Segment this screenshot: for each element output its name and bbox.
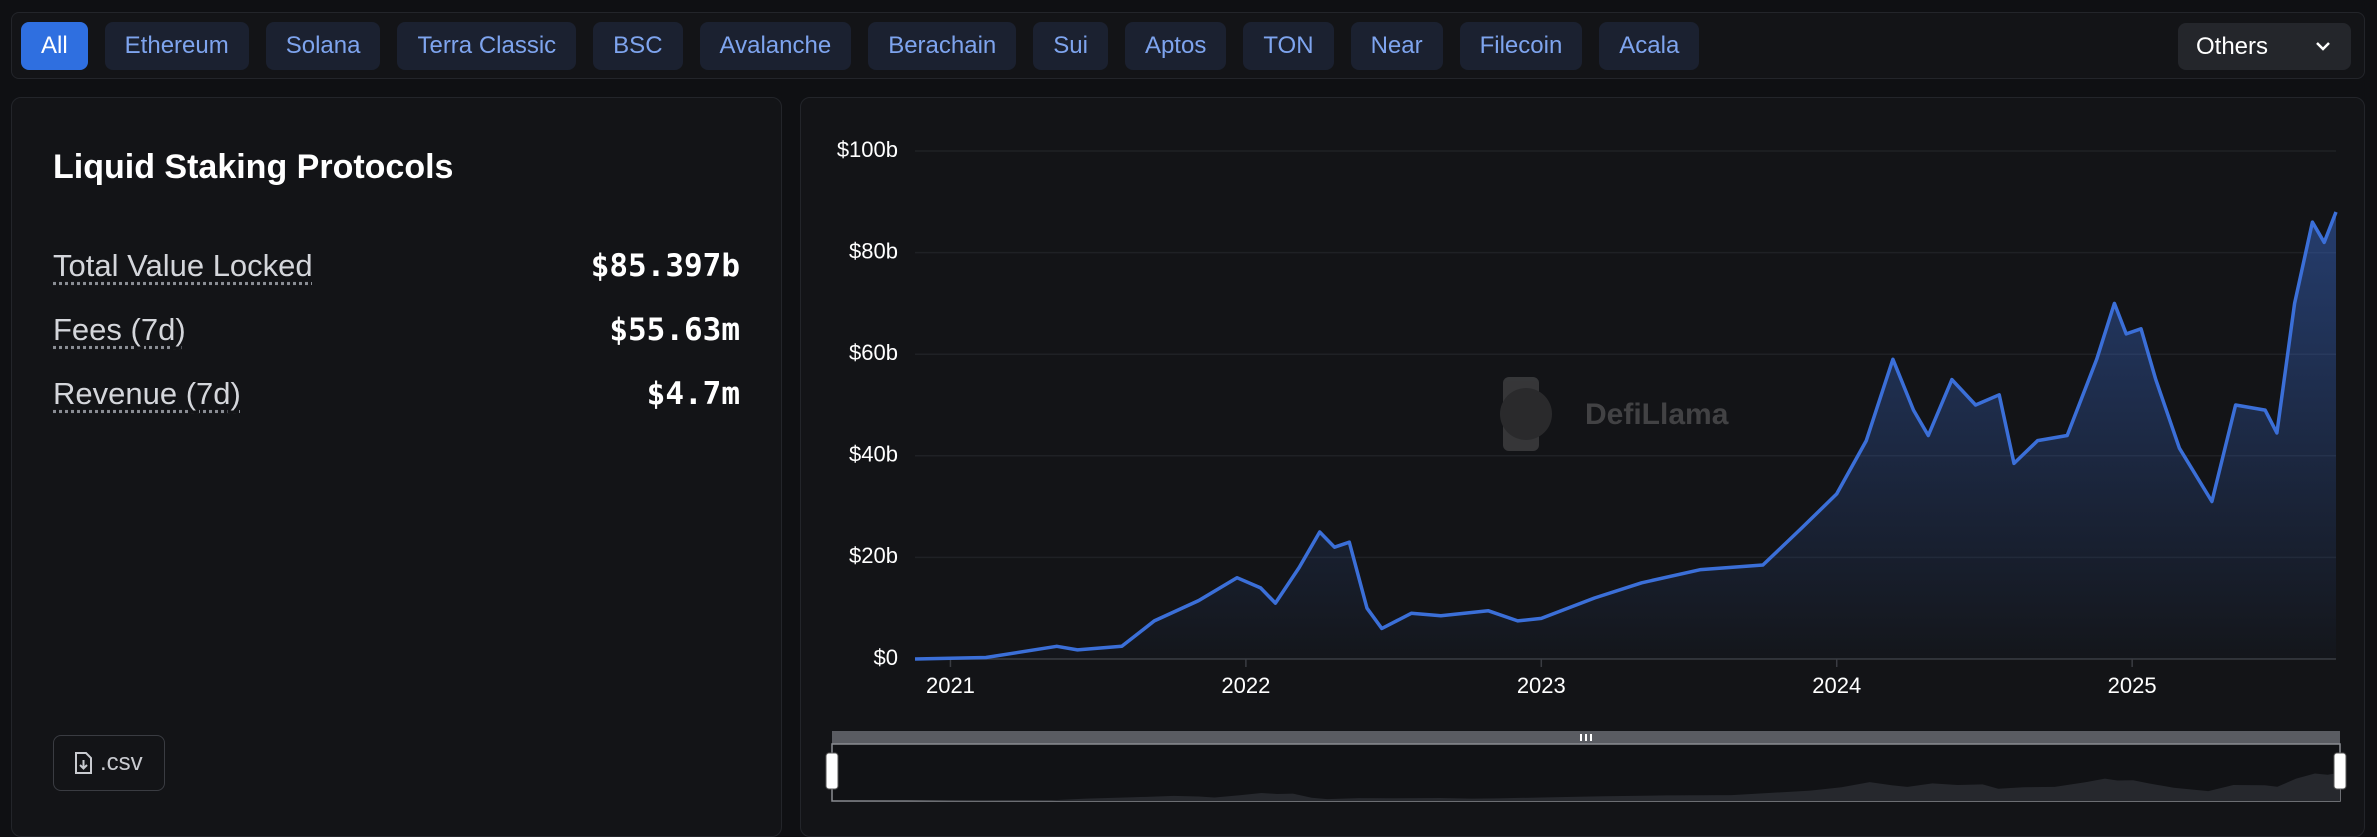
summary-panel: Liquid Staking Protocols Total Value Loc… [11, 97, 782, 837]
minimap-area [832, 772, 2340, 801]
x-tick-label: 2023 [1517, 673, 1566, 698]
y-tick-label: $80b [849, 238, 898, 263]
stat-row: Revenue (7d) $4.7m [53, 372, 740, 416]
brush-handle[interactable] [825, 752, 839, 790]
y-tick-label: $40b [849, 442, 898, 467]
stat-row: Fees (7d) $55.63m [53, 308, 740, 352]
stat-label: Total Value Locked [53, 248, 313, 283]
dropdown-label: Others [2196, 32, 2269, 60]
tab[interactable]: Berachain [868, 22, 1017, 70]
watermark-text: DefiLlama [1585, 398, 1729, 431]
tab[interactable]: TON [1243, 22, 1334, 70]
y-tick-label: $20b [849, 543, 898, 568]
chart: DefiLlama $0 $20b $40b $60b $80b $100b 2021 202… [825, 137, 2347, 802]
tab[interactable]: Acala [1599, 22, 1700, 70]
tab[interactable]: All [21, 22, 88, 70]
stat-row: Total Value Locked $85.397b [53, 244, 740, 288]
y-tick-label: $0 [874, 645, 898, 670]
tab[interactable]: BSC [593, 22, 683, 70]
stat-label: Revenue (7d) [53, 376, 241, 411]
download-icon [75, 752, 92, 774]
tab[interactable]: Near [1350, 22, 1443, 70]
stat-value: $4.7m [646, 376, 740, 412]
panel-title: Liquid Staking Protocols [53, 148, 454, 186]
stat-label: Fees (7d) [53, 312, 186, 347]
csv-label: .csv [100, 749, 143, 776]
tab[interactable]: Avalanche [699, 22, 852, 70]
x-tick-label: 2021 [926, 673, 975, 698]
tabs: All Ethereum Solana Terra Classic BSC Avalanc… [21, 22, 1700, 70]
tab[interactable]: Aptos [1124, 22, 1227, 70]
chevron [2316, 42, 2330, 51]
y-tick-label: $100b [837, 137, 898, 162]
y-tick-label: $60b [849, 340, 898, 365]
tab[interactable]: Sui [1033, 22, 1108, 70]
tab[interactable]: Filecoin [1459, 22, 1583, 70]
watermark: DefiLlama [1500, 377, 1729, 451]
chart-panel: DefiLlama $0 $20b $40b $60b $80b $100b 2021 202… [800, 97, 2365, 837]
tab[interactable]: Ethereum [104, 22, 249, 70]
line [914, 211, 2338, 661]
others-dropdown[interactable]: Others [2178, 23, 2351, 70]
x-tick-label: 2022 [1221, 673, 1270, 698]
x-tick-label: 2024 [1812, 673, 1861, 698]
brush-handle[interactable] [2333, 752, 2347, 790]
tab[interactable]: Terra Classic [397, 22, 577, 70]
csv-button[interactable]: .csv [53, 735, 165, 791]
tab[interactable]: Solana [265, 22, 381, 70]
stat-value: $85.397b [590, 248, 740, 284]
tab-bar: All Ethereum Solana Terra Classic BSC Avalanc… [11, 12, 2365, 79]
stat-value: $55.63m [609, 312, 740, 348]
x-tick-label: 2025 [2108, 673, 2157, 698]
area [915, 212, 2336, 659]
